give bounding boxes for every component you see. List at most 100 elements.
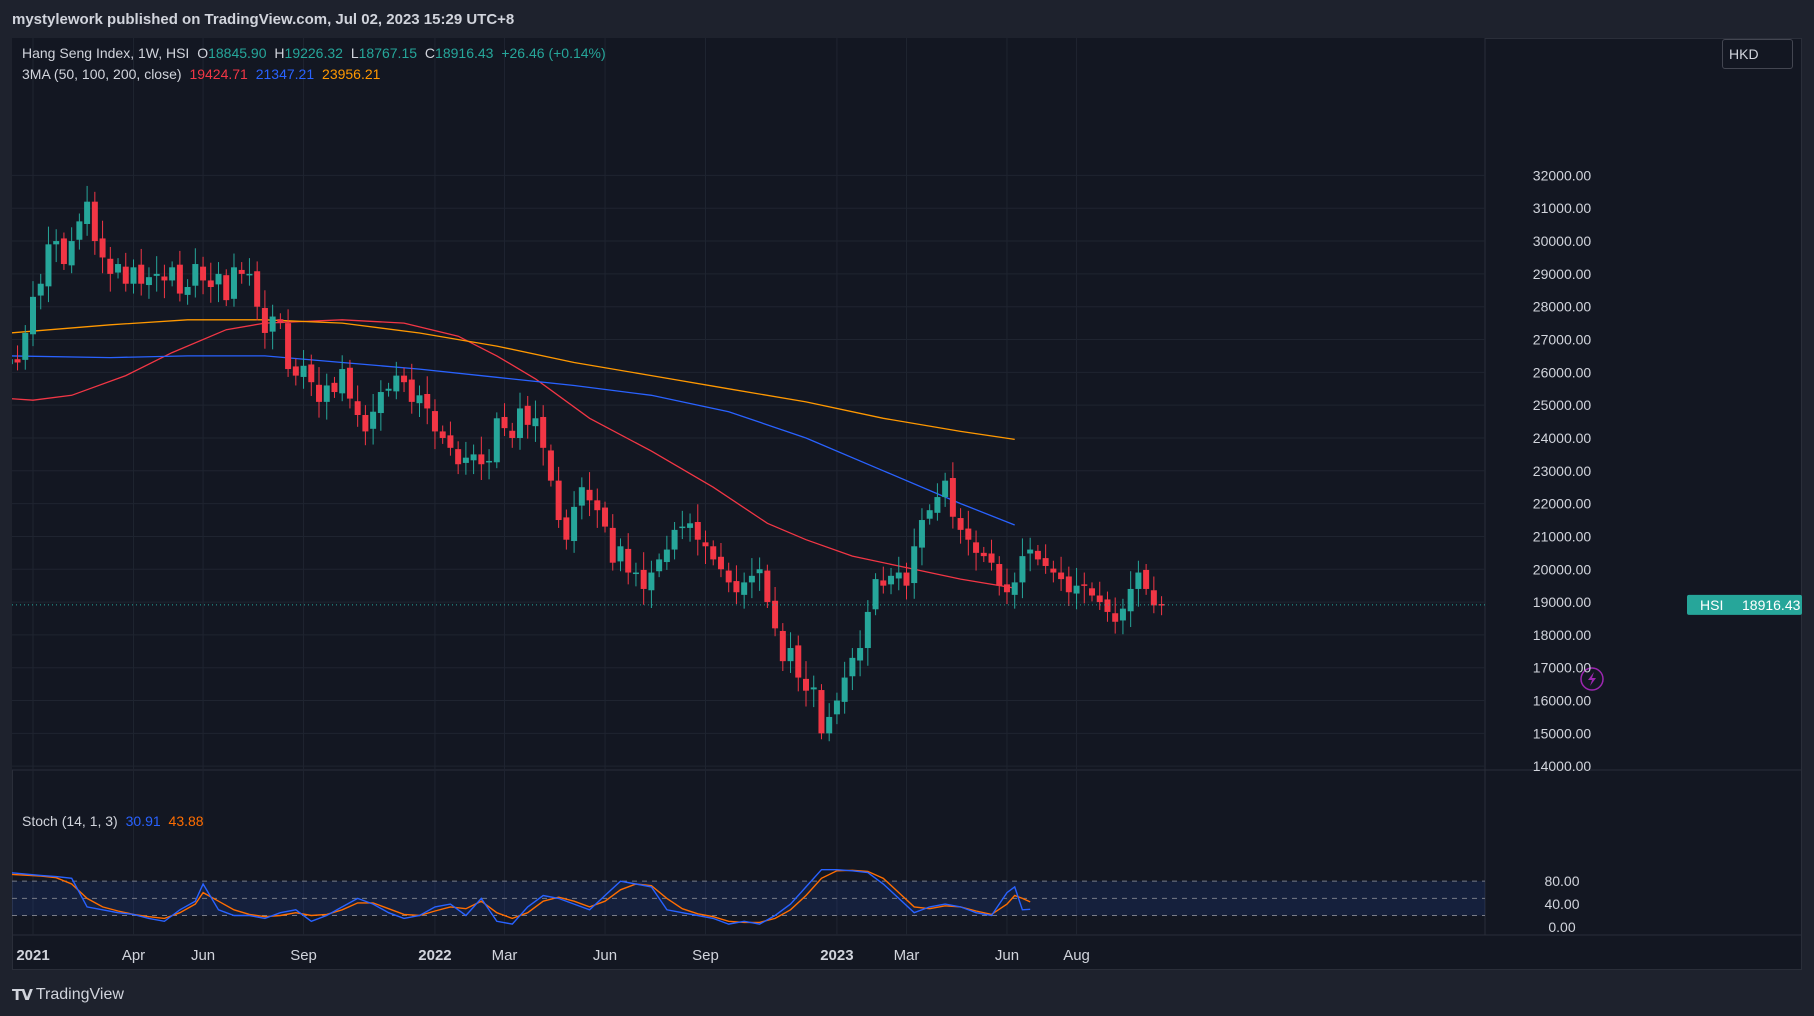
candle-body xyxy=(949,478,956,517)
candle-body xyxy=(926,510,933,519)
price-tick-label: 26000.00 xyxy=(1533,364,1592,380)
candle-body xyxy=(300,365,307,377)
lightning-bolt-icon xyxy=(1588,672,1596,686)
low-label: L xyxy=(350,45,359,61)
candle-body xyxy=(1058,572,1065,580)
candle-body xyxy=(1143,569,1150,589)
footer-brand[interactable]: TradingView xyxy=(35,986,124,1003)
candle-body xyxy=(261,308,268,333)
candle-body xyxy=(779,630,786,662)
stoch-tick-label: 0.00 xyxy=(1548,919,1575,935)
candle-body xyxy=(1104,599,1111,612)
candle-body xyxy=(547,450,554,481)
ma-legend: 3MA (50, 100, 200, close) 19424.71 21347… xyxy=(22,66,384,82)
candle-body xyxy=(84,201,91,224)
candle-body xyxy=(254,271,261,307)
candle-body xyxy=(625,548,632,573)
candle-body xyxy=(1003,584,1010,593)
candle-body xyxy=(965,528,972,540)
candle-body xyxy=(470,454,477,461)
candle-body xyxy=(787,648,794,662)
candle-body xyxy=(671,529,678,550)
open-label: O xyxy=(197,45,209,61)
candle-body xyxy=(122,266,129,284)
close-value: 18916.43 xyxy=(435,45,494,61)
candle-body xyxy=(764,570,771,603)
time-tick-label: Jun xyxy=(995,947,1019,964)
candle-body xyxy=(362,415,369,432)
candle-body xyxy=(161,276,168,281)
stoch-tick-label: 80.00 xyxy=(1544,873,1579,889)
price-badge-value: 18916.43 xyxy=(1742,597,1801,613)
tradingview-logo-icon[interactable]: 𝗧𝗩 xyxy=(12,987,33,1004)
ma-label[interactable]: 3MA (50, 100, 200, close) xyxy=(22,66,182,82)
candle-body xyxy=(246,273,253,276)
price-tick-label: 15000.00 xyxy=(1533,725,1592,741)
candle-body xyxy=(230,267,237,299)
time-tick-label: Sep xyxy=(692,947,719,964)
candle-body xyxy=(1073,585,1080,594)
price-tick-label: 23000.00 xyxy=(1533,463,1592,479)
candle-body xyxy=(1050,568,1057,573)
ma200-line xyxy=(12,319,1015,441)
candle-body xyxy=(22,332,29,360)
price-tick-label: 21000.00 xyxy=(1533,528,1592,544)
candle-body xyxy=(594,500,601,511)
candle-body xyxy=(408,379,415,402)
candle-body xyxy=(486,460,493,463)
candle-body xyxy=(996,564,1003,586)
candle-body xyxy=(292,366,299,376)
stoch-d-line xyxy=(12,869,1031,924)
price-badge-symbol: HSI xyxy=(1700,597,1723,613)
price-tick-label: 17000.00 xyxy=(1533,660,1592,676)
candle-body xyxy=(980,552,987,557)
candle-body xyxy=(540,416,547,448)
stoch-label[interactable]: Stoch (14, 1, 3) xyxy=(22,813,118,829)
candle-body xyxy=(895,572,902,579)
change-value: +26.46 (+0.14%) xyxy=(501,45,606,61)
candle-body xyxy=(269,316,276,332)
price-tick-label: 14000.00 xyxy=(1533,758,1592,774)
stoch-k-line xyxy=(12,869,1031,925)
candle-body xyxy=(455,449,462,465)
candle-body xyxy=(903,572,910,586)
candle-body xyxy=(130,267,137,284)
candle-body xyxy=(803,678,809,691)
candle-body xyxy=(493,418,500,463)
lightning-icon[interactable] xyxy=(1580,667,1604,691)
candle-body xyxy=(12,359,13,365)
candle-body xyxy=(60,238,67,265)
candle-body xyxy=(1011,582,1018,595)
stoch-legend: Stoch (14, 1, 3) 30.91 43.88 xyxy=(22,813,208,829)
candle-body xyxy=(578,487,585,506)
price-tick-label: 25000.00 xyxy=(1533,397,1592,413)
candle-body xyxy=(864,611,871,649)
price-badge xyxy=(1687,594,1802,615)
candle-body xyxy=(733,581,740,593)
ma100-value: 21347.21 xyxy=(255,66,315,82)
price-tick-label: 19000.00 xyxy=(1533,594,1592,610)
candle-body xyxy=(555,480,562,521)
candle-body xyxy=(30,296,36,335)
symbol-label[interactable]: Hang Seng Index, 1W, HSI xyxy=(22,45,190,61)
candle-body xyxy=(1034,550,1041,560)
currency-button[interactable]: HKD xyxy=(1722,39,1793,69)
candle-body xyxy=(416,395,423,404)
price-tick-label: 32000.00 xyxy=(1533,167,1592,183)
candle-body xyxy=(115,264,122,273)
price-tick-label: 29000.00 xyxy=(1533,266,1592,282)
candle-body xyxy=(238,269,245,274)
candle-body xyxy=(748,575,755,583)
candle-body xyxy=(571,506,578,542)
candle-body xyxy=(215,273,222,285)
candle-body xyxy=(973,542,980,553)
candle-body xyxy=(609,527,616,563)
chart-canvas[interactable]: HSI 18916.43 0.00 40.00 80.00 14000.00 15000… xyxy=(12,38,1802,970)
price-tick-label: 27000.00 xyxy=(1533,332,1592,348)
candle-body xyxy=(138,264,145,284)
candle-body xyxy=(640,569,647,589)
candle-body xyxy=(694,521,701,540)
candle-body xyxy=(45,244,52,287)
ma100-line xyxy=(12,355,1015,526)
candle-body xyxy=(439,431,446,438)
